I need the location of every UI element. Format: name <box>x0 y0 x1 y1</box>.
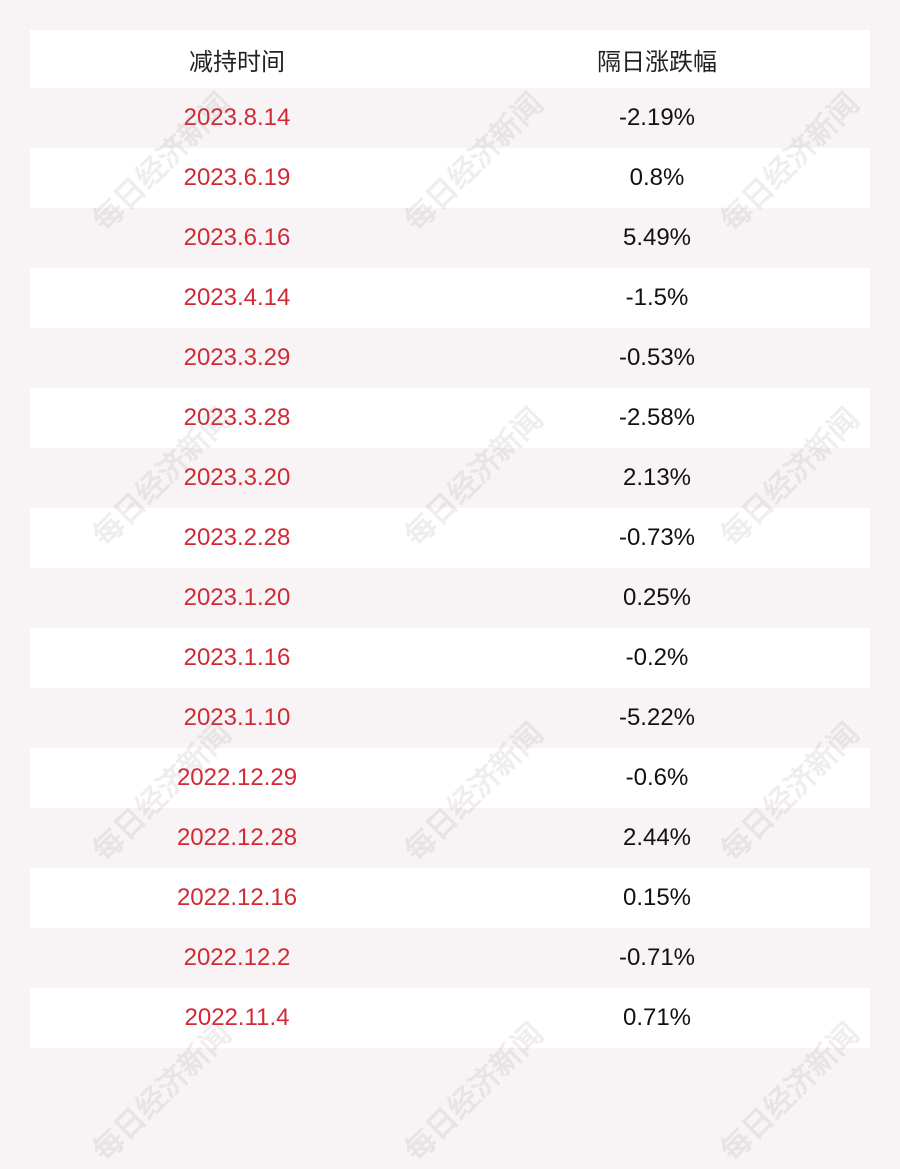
table-row: 2023.1.16 -0.2% <box>30 628 870 688</box>
change-cell: -0.6% <box>625 764 689 791</box>
date-cell: 2022.11.4 <box>184 1004 290 1031</box>
change-cell: 0.71% <box>622 1004 692 1031</box>
date-cell: 2023.6.16 <box>183 224 291 251</box>
table-row: 2022.11.4 0.71% <box>30 988 870 1048</box>
change-cell: 2.44% <box>622 824 692 851</box>
change-cell: 0.25% <box>622 584 692 611</box>
change-cell: -5.22% <box>618 704 696 731</box>
date-cell: 2023.6.19 <box>183 164 291 191</box>
table-row: 2023.1.10 -5.22% <box>30 688 870 748</box>
date-cell: 2022.12.16 <box>176 884 298 911</box>
date-cell: 2023.8.14 <box>183 104 291 131</box>
page: 减持时间 隔日涨跌幅 2023.8.14 -2.19% 2023.6.19 0.8% 202… <box>30 30 870 1169</box>
change-cell: -0.73% <box>618 524 696 551</box>
change-cell: 2.13% <box>622 464 692 491</box>
table-row: 2023.3.28 -2.58% <box>30 388 870 448</box>
header-cell: 隔日涨跌幅 <box>597 48 717 76</box>
table-row: 2023.4.14 -1.5% <box>30 268 870 328</box>
date-cell: 2022.12.2 <box>183 944 291 971</box>
date-cell: 2022.12.29 <box>176 764 298 791</box>
date-cell: 2023.3.29 <box>183 344 291 371</box>
change-cell: -2.19% <box>618 104 696 131</box>
change-cell: -2.58% <box>618 404 696 431</box>
date-cell: 2023.1.16 <box>183 644 291 671</box>
table-row: 2022.12.16 0.15% <box>30 868 870 928</box>
header-cell: 减持时间 <box>189 48 285 76</box>
table-row: 2022.12.2 -0.71% <box>30 928 870 988</box>
change-cell: 0.15% <box>622 884 692 911</box>
change-cell: 5.49% <box>622 224 692 251</box>
date-cell: 2023.3.20 <box>183 464 291 491</box>
date-cell: 2023.3.28 <box>183 404 291 431</box>
change-cell: 0.8% <box>629 164 685 191</box>
table-row: 2022.12.29 -0.6% <box>30 748 870 808</box>
table-row: 2023.3.29 -0.53% <box>30 328 870 388</box>
table-row: 2023.8.14 -2.19% <box>30 88 870 148</box>
date-cell: 2022.12.28 <box>176 824 298 851</box>
table-row: 2023.1.20 0.25% <box>30 568 870 628</box>
table-row: 2023.6.16 5.49% <box>30 208 870 268</box>
change-cell: -0.2% <box>625 644 689 671</box>
table-row: 2023.6.19 0.8% <box>30 148 870 208</box>
date-cell: 2023.1.20 <box>183 584 291 611</box>
date-cell: 2023.4.14 <box>183 284 291 311</box>
table-row: 2023.3.20 2.13% <box>30 448 870 508</box>
change-cell: -0.53% <box>618 344 696 371</box>
header-row: 减持时间 隔日涨跌幅 <box>30 30 870 88</box>
change-cell: -0.71% <box>618 944 696 971</box>
table-row: 2022.12.28 2.44% <box>30 808 870 868</box>
change-cell: -1.5% <box>625 284 689 311</box>
date-cell: 2023.2.28 <box>183 524 291 551</box>
date-cell: 2023.1.10 <box>183 704 291 731</box>
table-row: 2023.2.28 -0.73% <box>30 508 870 568</box>
table: 减持时间 隔日涨跌幅 2023.8.14 -2.19% 2023.6.19 0.8% 202… <box>30 30 870 1048</box>
